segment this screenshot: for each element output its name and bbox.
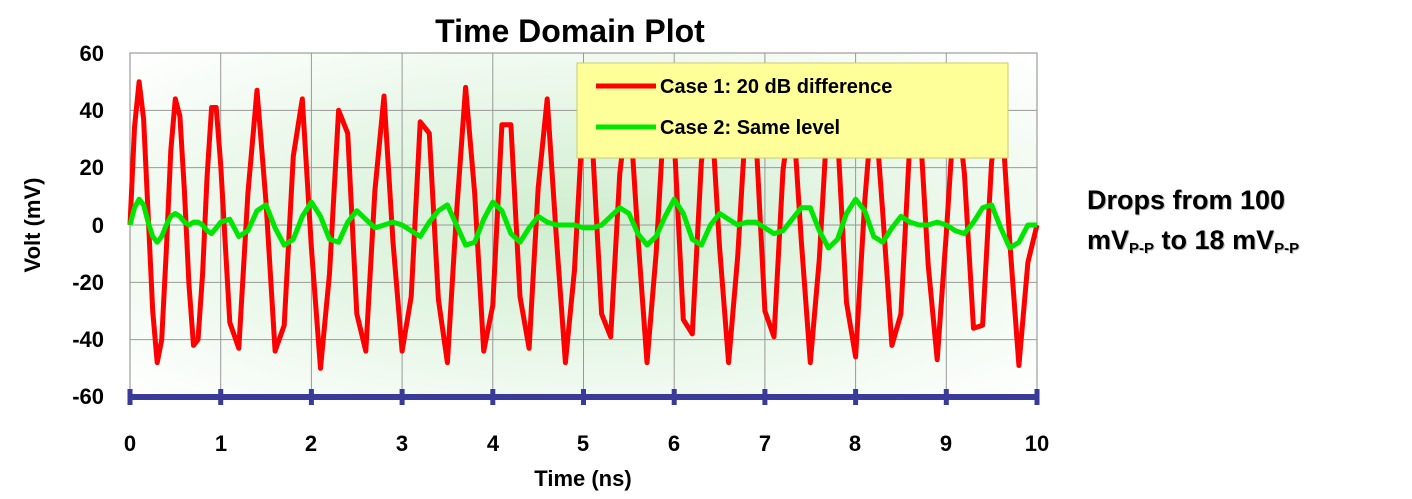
y-tick-label: -60	[72, 384, 104, 409]
y-tick-label: -40	[72, 327, 104, 352]
y-tick-label: 40	[80, 98, 104, 123]
x-axis-ticks: 0 1 2 3 4 5 6 7 8 9 10	[124, 431, 1049, 456]
y-tick-label: 0	[92, 213, 104, 238]
series-line-case2	[127, 196, 1037, 251]
amplitude-drop-annotation: Drops from 100 mVP-P to 18 mVP-P	[1087, 180, 1407, 269]
legend-label-case1: Case 1: 20 dB difference	[660, 76, 892, 98]
y-tick-label: -20	[72, 270, 104, 295]
x-tick-label: 8	[849, 431, 861, 456]
annotation-line-1: Drops from 100	[1087, 185, 1286, 215]
annotation-sub-2: P-P	[1274, 240, 1300, 257]
x-axis-label: Time (ns)	[534, 466, 631, 491]
x-tick-label: 6	[668, 431, 680, 456]
chart-title: Time Domain Plot	[435, 13, 705, 49]
x-tick-label: 10	[1025, 431, 1049, 456]
legend: Case 1: 20 dB difference Case 2: Same le…	[576, 62, 1009, 159]
x-tick-label: 1	[215, 431, 227, 456]
time-domain-chart: Time Domain Plot 60 40 20 0 -20 -40 -60 …	[20, 13, 1049, 491]
y-axis-ticks: 60 40 20 0 -20 -40 -60	[72, 41, 104, 409]
annotation-unit-1: mV	[1087, 225, 1130, 255]
x-tick-label: 0	[124, 431, 136, 456]
x-tick-label: 5	[577, 431, 589, 456]
legend-label-case2: Case 2: Same level	[660, 117, 840, 139]
x-tick-label: 4	[487, 431, 500, 456]
x-tick-label: 2	[305, 431, 317, 456]
y-tick-label: 20	[80, 155, 104, 180]
x-tick-label: 9	[940, 431, 952, 456]
x-tick-label: 7	[759, 431, 771, 456]
x-axis	[127, 389, 1040, 405]
x-tick-label: 3	[396, 431, 408, 456]
y-axis-label: Volt (mV)	[20, 178, 45, 273]
legend-box	[576, 62, 1009, 159]
y-tick-label: 60	[80, 41, 104, 66]
annotation-sub-1: P-P	[1129, 240, 1155, 257]
annotation-unit-2: to 18 mV	[1154, 225, 1275, 255]
annotation-line-2: mVP-P to 18 mVP-P	[1087, 220, 1407, 269]
